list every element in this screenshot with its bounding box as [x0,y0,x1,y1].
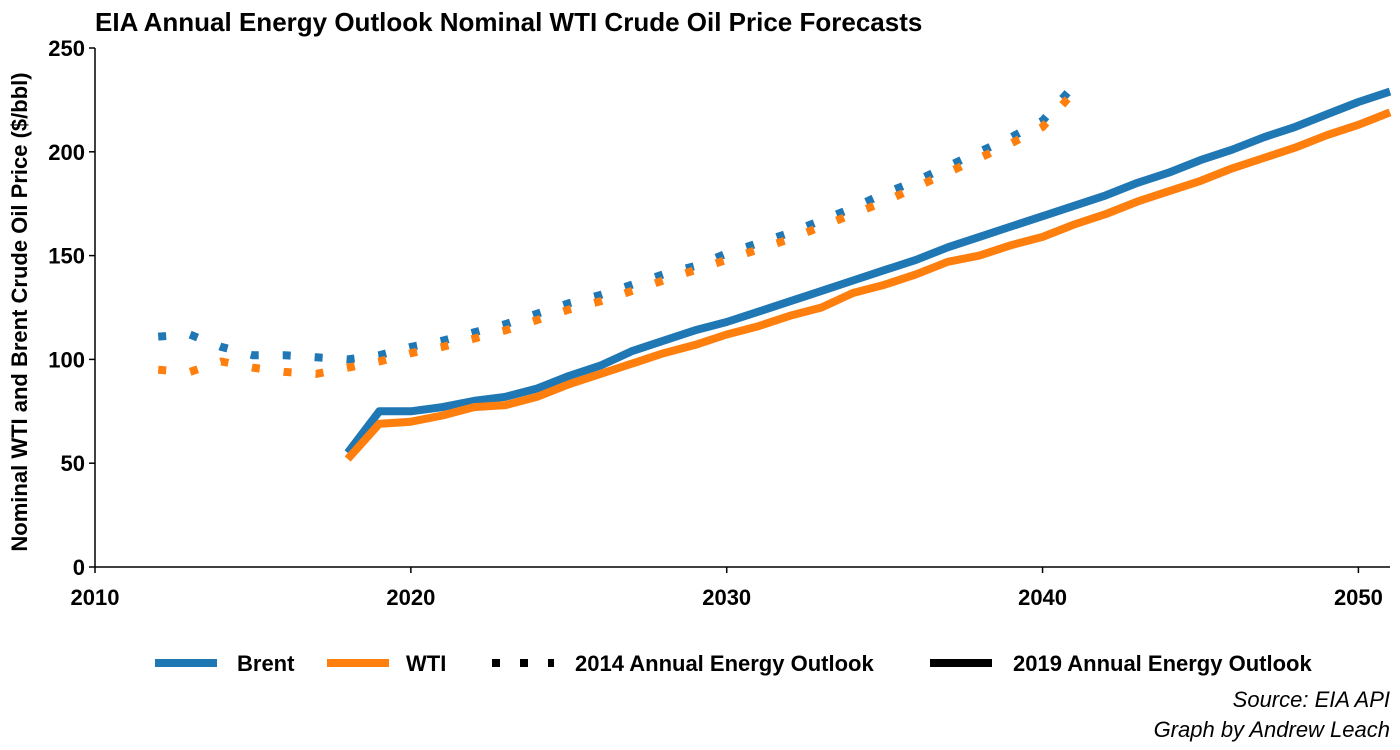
y-tick-label: 0 [73,555,85,580]
x-tick-label: 2030 [702,585,751,610]
wti-aeo2014-line [157,88,1078,378]
y-tick-label: 250 [48,36,85,61]
brent-aeo2019-line [344,87,1392,456]
plot-area [157,82,1392,462]
x-tick-label: 2040 [1018,585,1067,610]
brent-aeo2014-line [157,82,1078,364]
x-tick-label: 2050 [1334,585,1383,610]
source-caption: Source: EIA API [1233,687,1390,712]
chart-title: EIA Annual Energy Outlook Nominal WTI Cr… [95,7,922,37]
author-caption: Graph by Andrew Leach [1154,717,1390,742]
legend: Brent WTI 2014 Annual Energy Outlook 2019 A… [155,651,1312,676]
y-tick-label: 150 [48,244,85,269]
legend-label: Brent [237,651,295,676]
y-tick-label: 200 [48,140,85,165]
y-tick-label: 50 [61,451,85,476]
y-tick-label: 100 [48,347,85,372]
y-axis-label: Nominal WTI and Brent Crude Oil Price ($… [7,72,32,551]
legend-label: WTI [406,651,446,676]
x-tick-label: 2020 [386,585,435,610]
wti-aeo2019-line [344,108,1392,462]
axis-ticks: 2010 2020 2030 2040 2050 0 50 100 150 200 250 [48,36,1383,610]
legend-label: 2014 Annual Energy Outlook [575,651,874,676]
x-tick-label: 2010 [71,585,120,610]
legend-label: 2019 Annual Energy Outlook [1013,651,1312,676]
